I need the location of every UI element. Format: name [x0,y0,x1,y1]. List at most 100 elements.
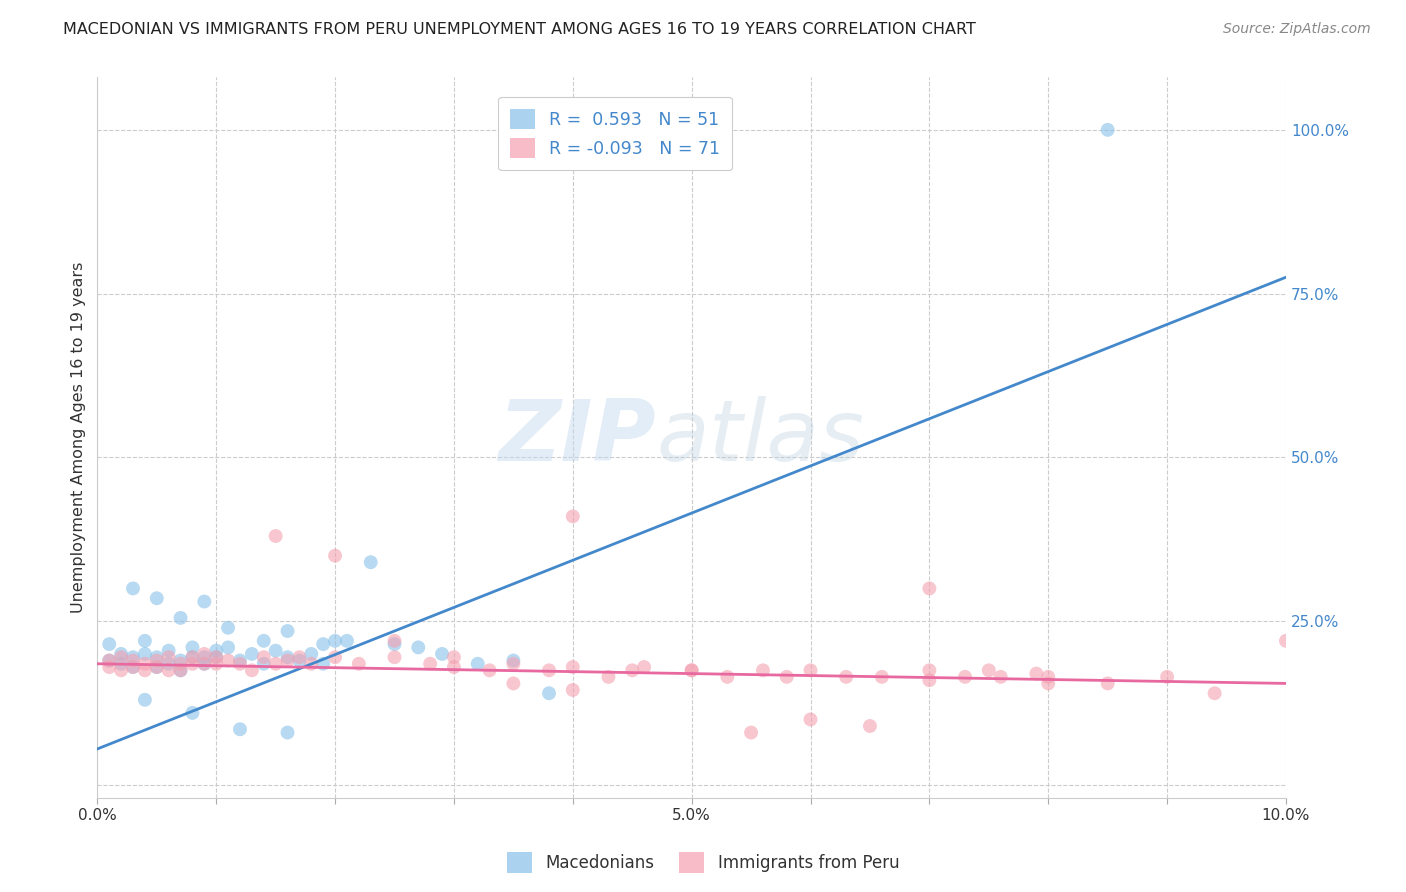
Point [277,650,299,665]
Point [323,549,346,563]
Point [323,650,346,665]
Point [229,653,252,667]
Point [134,633,156,648]
Point [217,640,239,655]
Point [502,653,524,667]
Point [1275,633,1298,648]
Point [181,650,204,665]
Point [799,663,821,677]
Point [134,647,156,661]
Point [264,643,287,657]
Y-axis label: Unemployment Among Ages 16 to 19 years: Unemployment Among Ages 16 to 19 years [72,262,86,614]
Point [360,555,382,569]
Point [193,657,215,671]
Point [193,657,215,671]
Point [384,633,406,648]
Point [681,663,703,677]
Point [870,670,893,684]
Point [181,657,204,671]
Point [537,663,560,677]
Text: MACEDONIAN VS IMMIGRANTS FROM PERU UNEMPLOYMENT AMONG AGES 16 TO 19 YEARS CORREL: MACEDONIAN VS IMMIGRANTS FROM PERU UNEMP… [63,22,976,37]
Point [430,647,453,661]
Point [859,719,882,733]
Point [229,657,252,671]
Point [419,657,441,671]
Point [406,640,429,655]
Point [157,650,180,665]
Point [621,663,644,677]
Point [502,676,524,690]
Point [1097,123,1119,137]
Point [561,683,583,698]
Point [918,673,941,687]
Point [98,653,121,667]
Point [384,650,406,665]
Point [122,660,145,674]
Point [229,723,252,737]
Point [205,643,228,657]
Point [467,657,489,671]
Point [502,657,524,671]
Point [169,653,191,667]
Point [217,653,239,667]
Point [752,663,775,677]
Point [193,594,215,608]
Point [134,657,156,671]
Point [799,713,821,727]
Point [134,663,156,677]
Point [633,660,655,674]
Point [835,670,858,684]
Point [110,647,132,661]
Point [169,657,191,671]
Point [312,637,335,651]
Point [205,650,228,665]
Point [1097,676,1119,690]
Point [977,663,1000,677]
Point [181,640,204,655]
Point [169,663,191,677]
Legend: Macedonians, Immigrants from Peru: Macedonians, Immigrants from Peru [501,846,905,880]
Point [169,611,191,625]
Point [918,582,941,596]
Point [299,657,322,671]
Point [217,621,239,635]
Point [146,653,169,667]
Point [299,647,322,661]
Point [110,663,132,677]
Point [740,725,762,739]
Text: ZIP: ZIP [498,396,657,479]
Point [122,653,145,667]
Point [288,653,311,667]
Point [110,650,132,665]
Point [98,660,121,674]
Point [169,663,191,677]
Point [561,660,583,674]
Text: Source: ZipAtlas.com: Source: ZipAtlas.com [1223,22,1371,37]
Point [122,582,145,596]
Point [443,660,465,674]
Point [561,509,583,524]
Point [98,653,121,667]
Point [146,650,169,665]
Point [323,633,346,648]
Point [716,670,738,684]
Point [953,670,976,684]
Point [288,650,311,665]
Point [277,624,299,638]
Point [205,650,228,665]
Point [146,660,169,674]
Point [157,663,180,677]
Point [193,647,215,661]
Point [134,693,156,707]
Point [776,670,799,684]
Point [443,650,465,665]
Point [110,657,132,671]
Point [205,657,228,671]
Point [146,591,169,606]
Point [146,660,169,674]
Point [157,657,180,671]
Point [1025,666,1047,681]
Point [253,650,276,665]
Point [1038,676,1060,690]
Point [122,650,145,665]
